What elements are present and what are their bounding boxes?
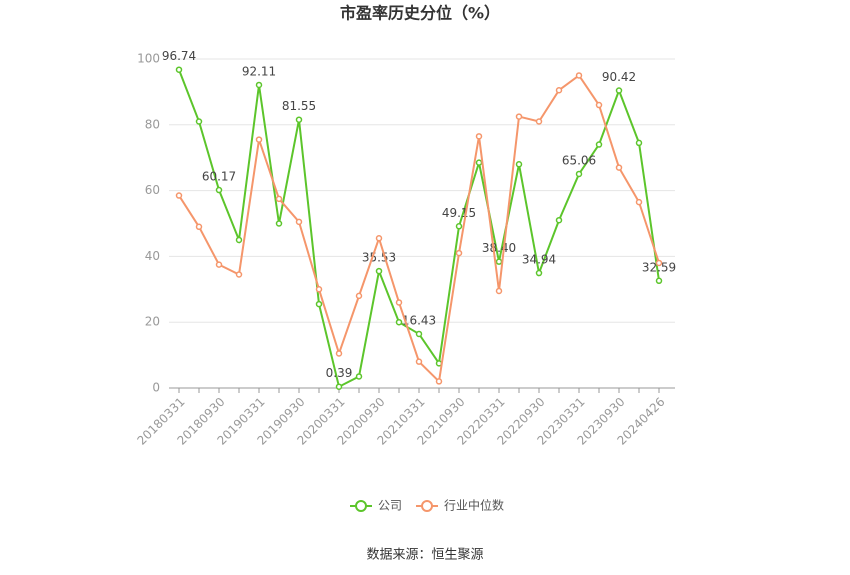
data-label: 49.15 (442, 206, 476, 220)
data-point (455, 249, 463, 257)
data-point (375, 235, 383, 242)
data-point (495, 287, 503, 295)
data-label: 34.94 (522, 253, 556, 267)
data-point (655, 259, 663, 267)
legend-marker (355, 500, 367, 512)
data-point (255, 136, 263, 143)
data-point (175, 66, 183, 73)
data-point (535, 118, 543, 125)
data-point (515, 113, 523, 120)
data-point (595, 141, 603, 148)
data-label: 96.74 (162, 49, 196, 63)
data-point (375, 267, 383, 275)
data-point (315, 300, 323, 308)
series-line (178, 69, 660, 389)
y-tick-label: 20 (145, 315, 160, 329)
data-point (355, 373, 363, 380)
data-point (175, 192, 183, 199)
y-tick-label: 60 (145, 183, 160, 197)
y-tick-label: 80 (145, 117, 160, 131)
legend-marker (421, 500, 434, 512)
data-point (275, 195, 283, 203)
data-point (275, 220, 283, 227)
data-point (395, 318, 403, 326)
data-point (195, 223, 203, 231)
data-point (635, 198, 643, 206)
data-point (475, 133, 483, 140)
data-point (555, 87, 563, 94)
data-point (335, 350, 343, 357)
source-note: 数据来源：恒生聚源 (366, 548, 483, 563)
data-point (415, 330, 423, 338)
data-point (615, 164, 623, 171)
y-tick-label: 40 (145, 249, 160, 263)
data-point (335, 383, 343, 390)
data-point (515, 161, 523, 168)
data-label: 0.39 (326, 366, 353, 380)
legend-label: 公司 (378, 499, 402, 513)
data-point (235, 236, 243, 244)
data-point (415, 358, 423, 365)
data-point (575, 170, 583, 178)
data-label: 60.17 (202, 170, 236, 184)
data-point (455, 223, 463, 230)
data-label: 35.53 (362, 251, 396, 265)
y-tick-label: 0 (152, 381, 160, 395)
data-point (615, 87, 623, 94)
data-point (195, 118, 203, 125)
data-point (555, 216, 563, 224)
data-point (635, 139, 643, 147)
data-point (535, 269, 543, 277)
data-point (215, 186, 223, 194)
y-tick-label: 100 (137, 52, 160, 66)
data-point (315, 286, 323, 293)
data-label: 92.11 (242, 64, 276, 78)
data-label: 81.55 (282, 99, 316, 113)
data-point (395, 299, 403, 306)
data-point (295, 218, 303, 226)
data-point (355, 292, 363, 300)
data-point (255, 81, 263, 89)
data-point (435, 378, 443, 385)
data-label: 32.59 (642, 260, 676, 274)
chart-title: 市盈率历史分位（%） (340, 4, 500, 23)
data-label: 16.43 (402, 313, 436, 327)
data-point (575, 72, 583, 79)
data-label: 90.42 (602, 70, 636, 84)
data-point (475, 159, 483, 166)
data-point (655, 277, 663, 285)
data-label: 65.06 (562, 153, 596, 167)
data-label: 38.40 (482, 241, 516, 255)
data-point (495, 258, 503, 265)
data-point (215, 261, 223, 268)
data-point (595, 101, 603, 109)
legend-label: 行业中位数 (444, 498, 504, 513)
data-point (235, 271, 243, 278)
data-point (295, 116, 303, 123)
